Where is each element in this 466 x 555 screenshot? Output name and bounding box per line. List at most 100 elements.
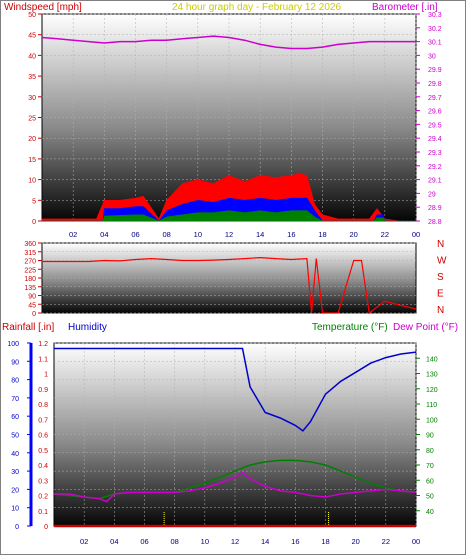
- temp-x-tick-label: 06: [140, 537, 148, 546]
- baro-tick-label: 29.7: [428, 95, 442, 102]
- baro-tick-label: 29.5: [428, 122, 442, 129]
- humidity-tick-label: 30: [11, 469, 19, 476]
- direction-line: [42, 256, 417, 315]
- direction-tick-label: 225: [24, 267, 36, 274]
- baro-tick-label: 29.4: [428, 136, 442, 143]
- rainfall-tick-label: 0: [44, 524, 48, 531]
- direction-tick-label: 180: [24, 276, 36, 283]
- humidity-tick-label: 0: [15, 524, 19, 531]
- wind-x-tick-label: 06: [131, 230, 139, 239]
- temp-x-tick-label: 02: [80, 537, 88, 546]
- humidity-tick-label: 60: [11, 414, 19, 421]
- wind-x-tick-label: 16: [287, 230, 295, 239]
- wind-x-tick-label: 14: [256, 230, 264, 239]
- rainfall-tick-label: 0.5: [38, 448, 48, 455]
- humidity-label: Humidity: [68, 322, 107, 333]
- baro-tick-label: 29.9: [428, 67, 442, 74]
- rainfall-tick-label: 0.1: [38, 509, 48, 516]
- rainfall-tick-label: 1.2: [38, 341, 48, 348]
- humidity-tick-label: 70: [11, 396, 19, 403]
- humidity-tick-label: 20: [11, 487, 19, 494]
- wind-tick-label: 45: [28, 33, 36, 40]
- rainfall-tick-label: 0.3: [38, 478, 48, 485]
- temp-tick-label: 130: [426, 372, 438, 379]
- wind-x-tick-label: 02: [69, 230, 77, 239]
- baro-tick-label: 30.1: [428, 40, 442, 47]
- wind-tick-label: 15: [28, 157, 36, 164]
- temperature-label: Temperature (°F): [312, 322, 388, 333]
- temp-tick-label: 50: [426, 494, 434, 501]
- rainfall-tick-label: 0.8: [38, 402, 48, 409]
- temp-x-tick-label: 18: [321, 537, 329, 546]
- direction-tick-label: 45: [28, 302, 36, 309]
- temp-x-tick-label: 04: [110, 537, 118, 546]
- dewpoint-label: Dew Point (°F): [393, 322, 458, 333]
- compass-label: N: [437, 305, 444, 316]
- rainfall-tick-label: 0.4: [38, 463, 48, 470]
- temp-tick-label: 140: [426, 356, 438, 363]
- baro-tick-label: 30.2: [428, 26, 442, 33]
- wind-tick-label: 10: [28, 178, 36, 185]
- humidity-tick-label: 10: [11, 506, 19, 513]
- barometer-label: Barometer [.in]: [372, 2, 438, 13]
- humidity-tick-label: 50: [11, 433, 19, 440]
- direction-series: [42, 256, 417, 315]
- compass-label: N: [437, 239, 444, 250]
- wind-tick-label: 25: [28, 116, 36, 123]
- rainfall-tick-label: 0.2: [38, 494, 48, 501]
- rainfall-tick-label: 0.6: [38, 433, 48, 440]
- rainfall-y-axis: 0 0.1 0.2 0.3 0.4 0.5 0.6 0.7 0.8 0.9 1 1.1 1.2: [38, 341, 48, 531]
- baro-tick-label: 30: [428, 53, 436, 60]
- temp-x-tick-label: 12: [231, 537, 239, 546]
- compass-label: W: [437, 256, 447, 267]
- wind-low-area: [42, 210, 416, 222]
- temp-gridlines: [54, 342, 417, 527]
- rainfall-tick-label: 1.1: [38, 356, 48, 363]
- baro-tick-label: 29.8: [428, 81, 442, 88]
- wind-tick-label: 0: [32, 219, 36, 226]
- barometer-line: [41, 35, 416, 50]
- temp-x-tick-label: 22: [382, 537, 390, 546]
- baro-tick-label: 29.3: [428, 150, 442, 157]
- wind-x-tick-label: 22: [381, 230, 389, 239]
- compass-label: S: [437, 272, 444, 283]
- temp-series: [53, 347, 417, 528]
- humidity-y-axis: 0 10 20 30 40 50 60 70 80 90 100: [7, 341, 33, 531]
- temp-tick-label: 90: [426, 433, 434, 440]
- barometer-y-axis: 28.8 28.9 29 29.1 29.2 29.3 29.4 29.5 29.6 29.7 29…: [416, 12, 442, 226]
- wind-tick-label: 35: [28, 74, 36, 81]
- temp-tick-label: 110: [426, 402, 437, 409]
- direction-tick-label: 135: [24, 285, 36, 292]
- wind-x-tick-label: 00: [412, 230, 420, 239]
- direction-tick-label: 90: [28, 294, 36, 301]
- direction-plot-area: [41, 242, 417, 314]
- humidity-tick-label: 40: [11, 451, 19, 458]
- rainfall-label: Rainfall [.in]: [2, 322, 54, 333]
- wind-x-tick-label: 10: [194, 230, 202, 239]
- wind-x-tick-label: 04: [100, 230, 108, 239]
- temp-x-tick-label: 08: [170, 537, 178, 546]
- baro-tick-label: 29.1: [428, 178, 442, 185]
- rainfall-tick-label: 0.9: [38, 387, 48, 394]
- wind-x-tick-label: 12: [225, 230, 233, 239]
- temp-tick-label: 70: [426, 463, 434, 470]
- windspeed-label: Windspeed [mph]: [4, 2, 82, 13]
- baro-tick-label: 28.9: [428, 205, 442, 212]
- temp-x-axis: 02 04 06 08 10 12 14 16 18 20 22 00: [80, 537, 420, 546]
- rainfall-tick-label: 0.7: [38, 417, 48, 424]
- wind-tick-label: 5: [32, 198, 36, 205]
- temp-x-tick-label: 00: [412, 537, 420, 546]
- humidity-tick-label: 80: [11, 378, 19, 385]
- baro-tick-label: 29: [428, 191, 436, 198]
- temp-tick-label: 40: [426, 509, 434, 516]
- direction-tick-label: 315: [24, 250, 36, 257]
- wind-x-tick-label: 20: [349, 230, 357, 239]
- wind-tick-label: 20: [28, 136, 36, 143]
- wind-x-axis: 02 04 06 08 10 12 14 16 18 20 22 00: [69, 230, 420, 239]
